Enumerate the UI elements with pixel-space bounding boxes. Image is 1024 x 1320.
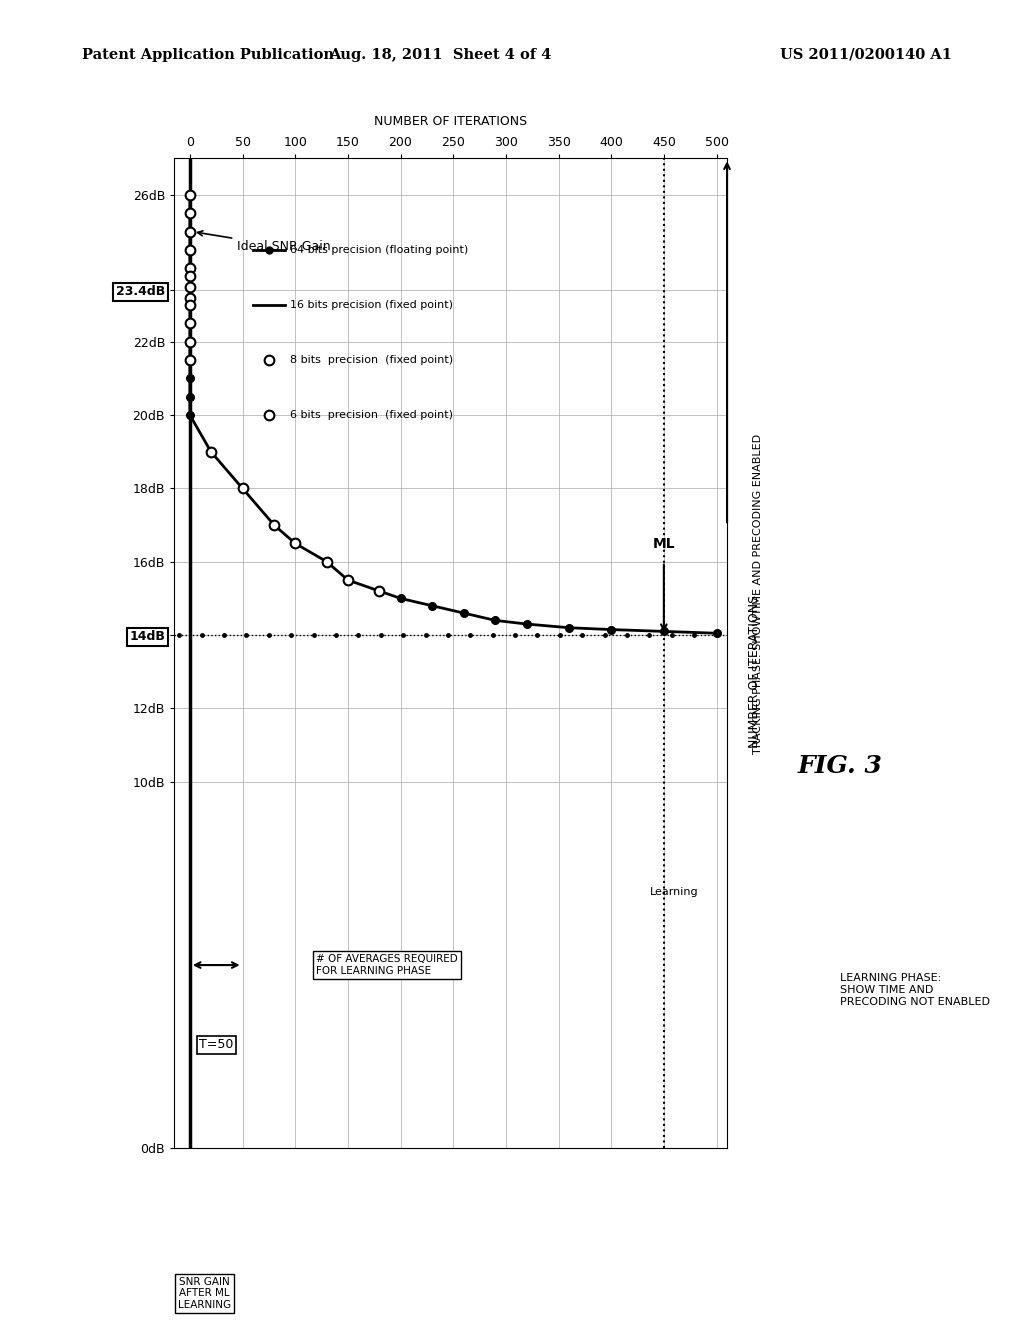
Text: TRACKING PHASE: SHOWTIME AND PRECODING ENABLED: TRACKING PHASE: SHOWTIME AND PRECODING E… — [753, 434, 763, 754]
Text: 16 bits precision (fixed point): 16 bits precision (fixed point) — [290, 300, 453, 310]
Text: Ideal SNR Gain: Ideal SNR Gain — [198, 231, 331, 253]
Text: SNR GAIN
AFTER ML
LEARNING: SNR GAIN AFTER ML LEARNING — [178, 1276, 231, 1309]
Text: LEARNING PHASE:
SHOW TIME AND
PRECODING NOT ENABLED: LEARNING PHASE: SHOW TIME AND PRECODING … — [840, 973, 989, 1007]
Text: # OF AVERAGES REQUIRED
FOR LEARNING PHASE: # OF AVERAGES REQUIRED FOR LEARNING PHAS… — [316, 954, 458, 975]
X-axis label: NUMBER OF ITERATIONS: NUMBER OF ITERATIONS — [374, 115, 527, 128]
Text: Learning: Learning — [650, 887, 698, 896]
Text: Aug. 18, 2011  Sheet 4 of 4: Aug. 18, 2011 Sheet 4 of 4 — [329, 48, 552, 62]
Text: NUMBER OF ITERATIONS: NUMBER OF ITERATIONS — [749, 595, 761, 748]
Text: FIG. 3: FIG. 3 — [798, 754, 882, 777]
Text: T=50: T=50 — [199, 1039, 233, 1052]
Text: 8 bits  precision  (fixed point): 8 bits precision (fixed point) — [290, 355, 453, 366]
Text: Patent Application Publication: Patent Application Publication — [82, 48, 334, 62]
Text: 6 bits  precision  (fixed point): 6 bits precision (fixed point) — [290, 411, 453, 420]
Text: US 2011/0200140 A1: US 2011/0200140 A1 — [780, 48, 952, 62]
Text: 64 bits precision (floating point): 64 bits precision (floating point) — [290, 246, 468, 255]
Text: ML: ML — [652, 537, 675, 550]
